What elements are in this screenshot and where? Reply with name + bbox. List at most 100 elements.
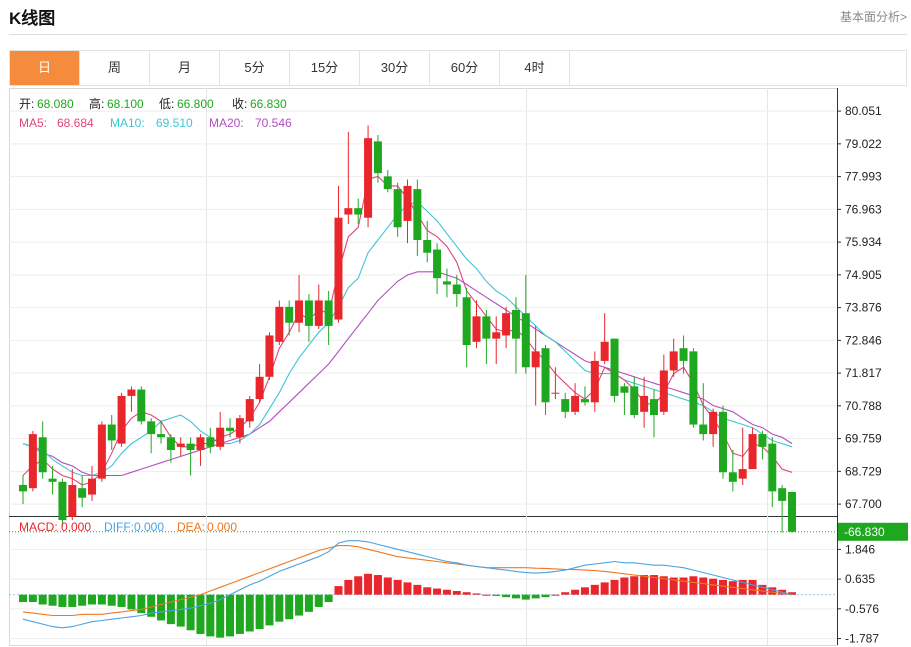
candle-body bbox=[354, 208, 363, 215]
candle-body bbox=[778, 488, 787, 501]
candle-body bbox=[19, 485, 27, 492]
candle bbox=[216, 411, 225, 450]
candle bbox=[403, 179, 412, 244]
diff-value: 0.000 bbox=[134, 520, 164, 534]
macd-bar bbox=[728, 581, 737, 595]
dea-value: 0.000 bbox=[207, 520, 237, 534]
macd-bar bbox=[521, 594, 530, 600]
timeframe-tabs: 日 周 月 5分 15分 30分 60分 4时 bbox=[9, 50, 907, 86]
macd-bar bbox=[88, 594, 97, 605]
candle-body bbox=[748, 434, 757, 470]
candle-body bbox=[571, 395, 580, 412]
macd-bar bbox=[166, 594, 175, 625]
price-tick-label: 74.905 bbox=[845, 268, 882, 282]
macd-tick-label: -1.787 bbox=[845, 632, 879, 646]
candle-body bbox=[531, 351, 540, 368]
last-price-tag bbox=[838, 522, 908, 541]
low-label: 低: bbox=[159, 97, 174, 111]
price-tick-label: 70.788 bbox=[845, 399, 882, 413]
candle bbox=[265, 332, 274, 380]
macd-bar bbox=[364, 573, 373, 595]
tab-4hour[interactable]: 4时 bbox=[500, 51, 570, 85]
candle-body bbox=[364, 138, 373, 218]
macd-bar bbox=[423, 587, 432, 595]
tab-60min[interactable]: 60分 bbox=[430, 51, 500, 85]
candle-body bbox=[699, 424, 708, 435]
macd-bar bbox=[413, 584, 422, 595]
candle-body bbox=[788, 492, 796, 532]
candle-body bbox=[295, 300, 304, 323]
macd-bar bbox=[265, 594, 274, 626]
macd-value: 0.000 bbox=[61, 520, 91, 534]
candle-body bbox=[502, 313, 511, 336]
macd-bar bbox=[78, 594, 87, 606]
candle bbox=[768, 437, 777, 508]
candle bbox=[561, 392, 570, 419]
macd-bar bbox=[649, 575, 658, 595]
macd-bar bbox=[393, 579, 402, 595]
candle bbox=[788, 491, 796, 533]
macd-bar bbox=[709, 578, 718, 595]
macd-bar bbox=[718, 579, 727, 595]
macd-bar bbox=[226, 594, 235, 637]
candle bbox=[97, 421, 106, 482]
macd-bar bbox=[640, 575, 649, 595]
candle bbox=[758, 430, 767, 460]
macd-bar bbox=[433, 588, 442, 595]
macd-bar bbox=[442, 589, 451, 595]
candle-body bbox=[127, 389, 136, 396]
candle bbox=[610, 338, 619, 403]
macd-bar bbox=[502, 594, 511, 598]
candle bbox=[433, 243, 442, 295]
price-tick-label: 71.817 bbox=[845, 366, 882, 380]
macd-bar bbox=[738, 579, 747, 595]
candle bbox=[314, 284, 323, 330]
candle-body bbox=[600, 341, 609, 361]
macd-bar bbox=[19, 594, 27, 603]
candle bbox=[334, 185, 343, 323]
candle bbox=[502, 306, 511, 349]
candle-body bbox=[738, 469, 747, 479]
candle-body bbox=[97, 424, 106, 479]
candle-body bbox=[452, 284, 461, 295]
candle-body bbox=[630, 386, 639, 415]
macd-bar bbox=[788, 592, 796, 595]
candle bbox=[127, 386, 136, 412]
macd-bar bbox=[196, 594, 205, 634]
tab-day[interactable]: 日 bbox=[10, 51, 80, 85]
candle-body bbox=[334, 217, 343, 320]
tab-15min[interactable]: 15分 bbox=[290, 51, 360, 85]
candle-body bbox=[186, 443, 195, 450]
tab-5min[interactable]: 5分 bbox=[220, 51, 290, 85]
macd-bar bbox=[511, 594, 520, 599]
chart-grid bbox=[9, 88, 837, 645]
header-divider bbox=[9, 34, 907, 35]
macd-bar bbox=[768, 587, 777, 595]
ma20-line bbox=[22, 271, 793, 477]
tab-week[interactable]: 周 bbox=[80, 51, 150, 85]
macd-bar bbox=[699, 577, 708, 595]
candle bbox=[186, 437, 195, 476]
candle bbox=[245, 395, 254, 428]
tab-30min[interactable]: 30分 bbox=[360, 51, 430, 85]
candle-body bbox=[551, 392, 560, 394]
tab-month[interactable]: 月 bbox=[150, 51, 220, 85]
candle bbox=[699, 383, 708, 441]
candle-body bbox=[206, 437, 215, 447]
candle-body bbox=[196, 437, 205, 450]
page-title: K线图 bbox=[9, 9, 56, 28]
macd-panel: 1.846 0.635 -0.576 -1.787 bbox=[9, 540, 879, 646]
macd-bar bbox=[107, 594, 116, 606]
candle bbox=[107, 415, 116, 450]
close-label: 收: bbox=[232, 97, 247, 111]
candle-body bbox=[472, 316, 481, 342]
candle bbox=[679, 335, 688, 374]
fundamental-analysis-link[interactable]: 基本面分析> bbox=[839, 10, 907, 24]
price-tick-label: 75.934 bbox=[845, 235, 882, 249]
price-tick-label: 79.022 bbox=[845, 137, 882, 151]
candle bbox=[521, 275, 530, 374]
candle-body bbox=[511, 310, 520, 339]
dea-label: DEA: bbox=[177, 520, 205, 534]
candle bbox=[669, 338, 678, 377]
macd-readout: MACD: 0.000 DIFF: 0.000 DEA: 0.000 bbox=[19, 520, 237, 534]
